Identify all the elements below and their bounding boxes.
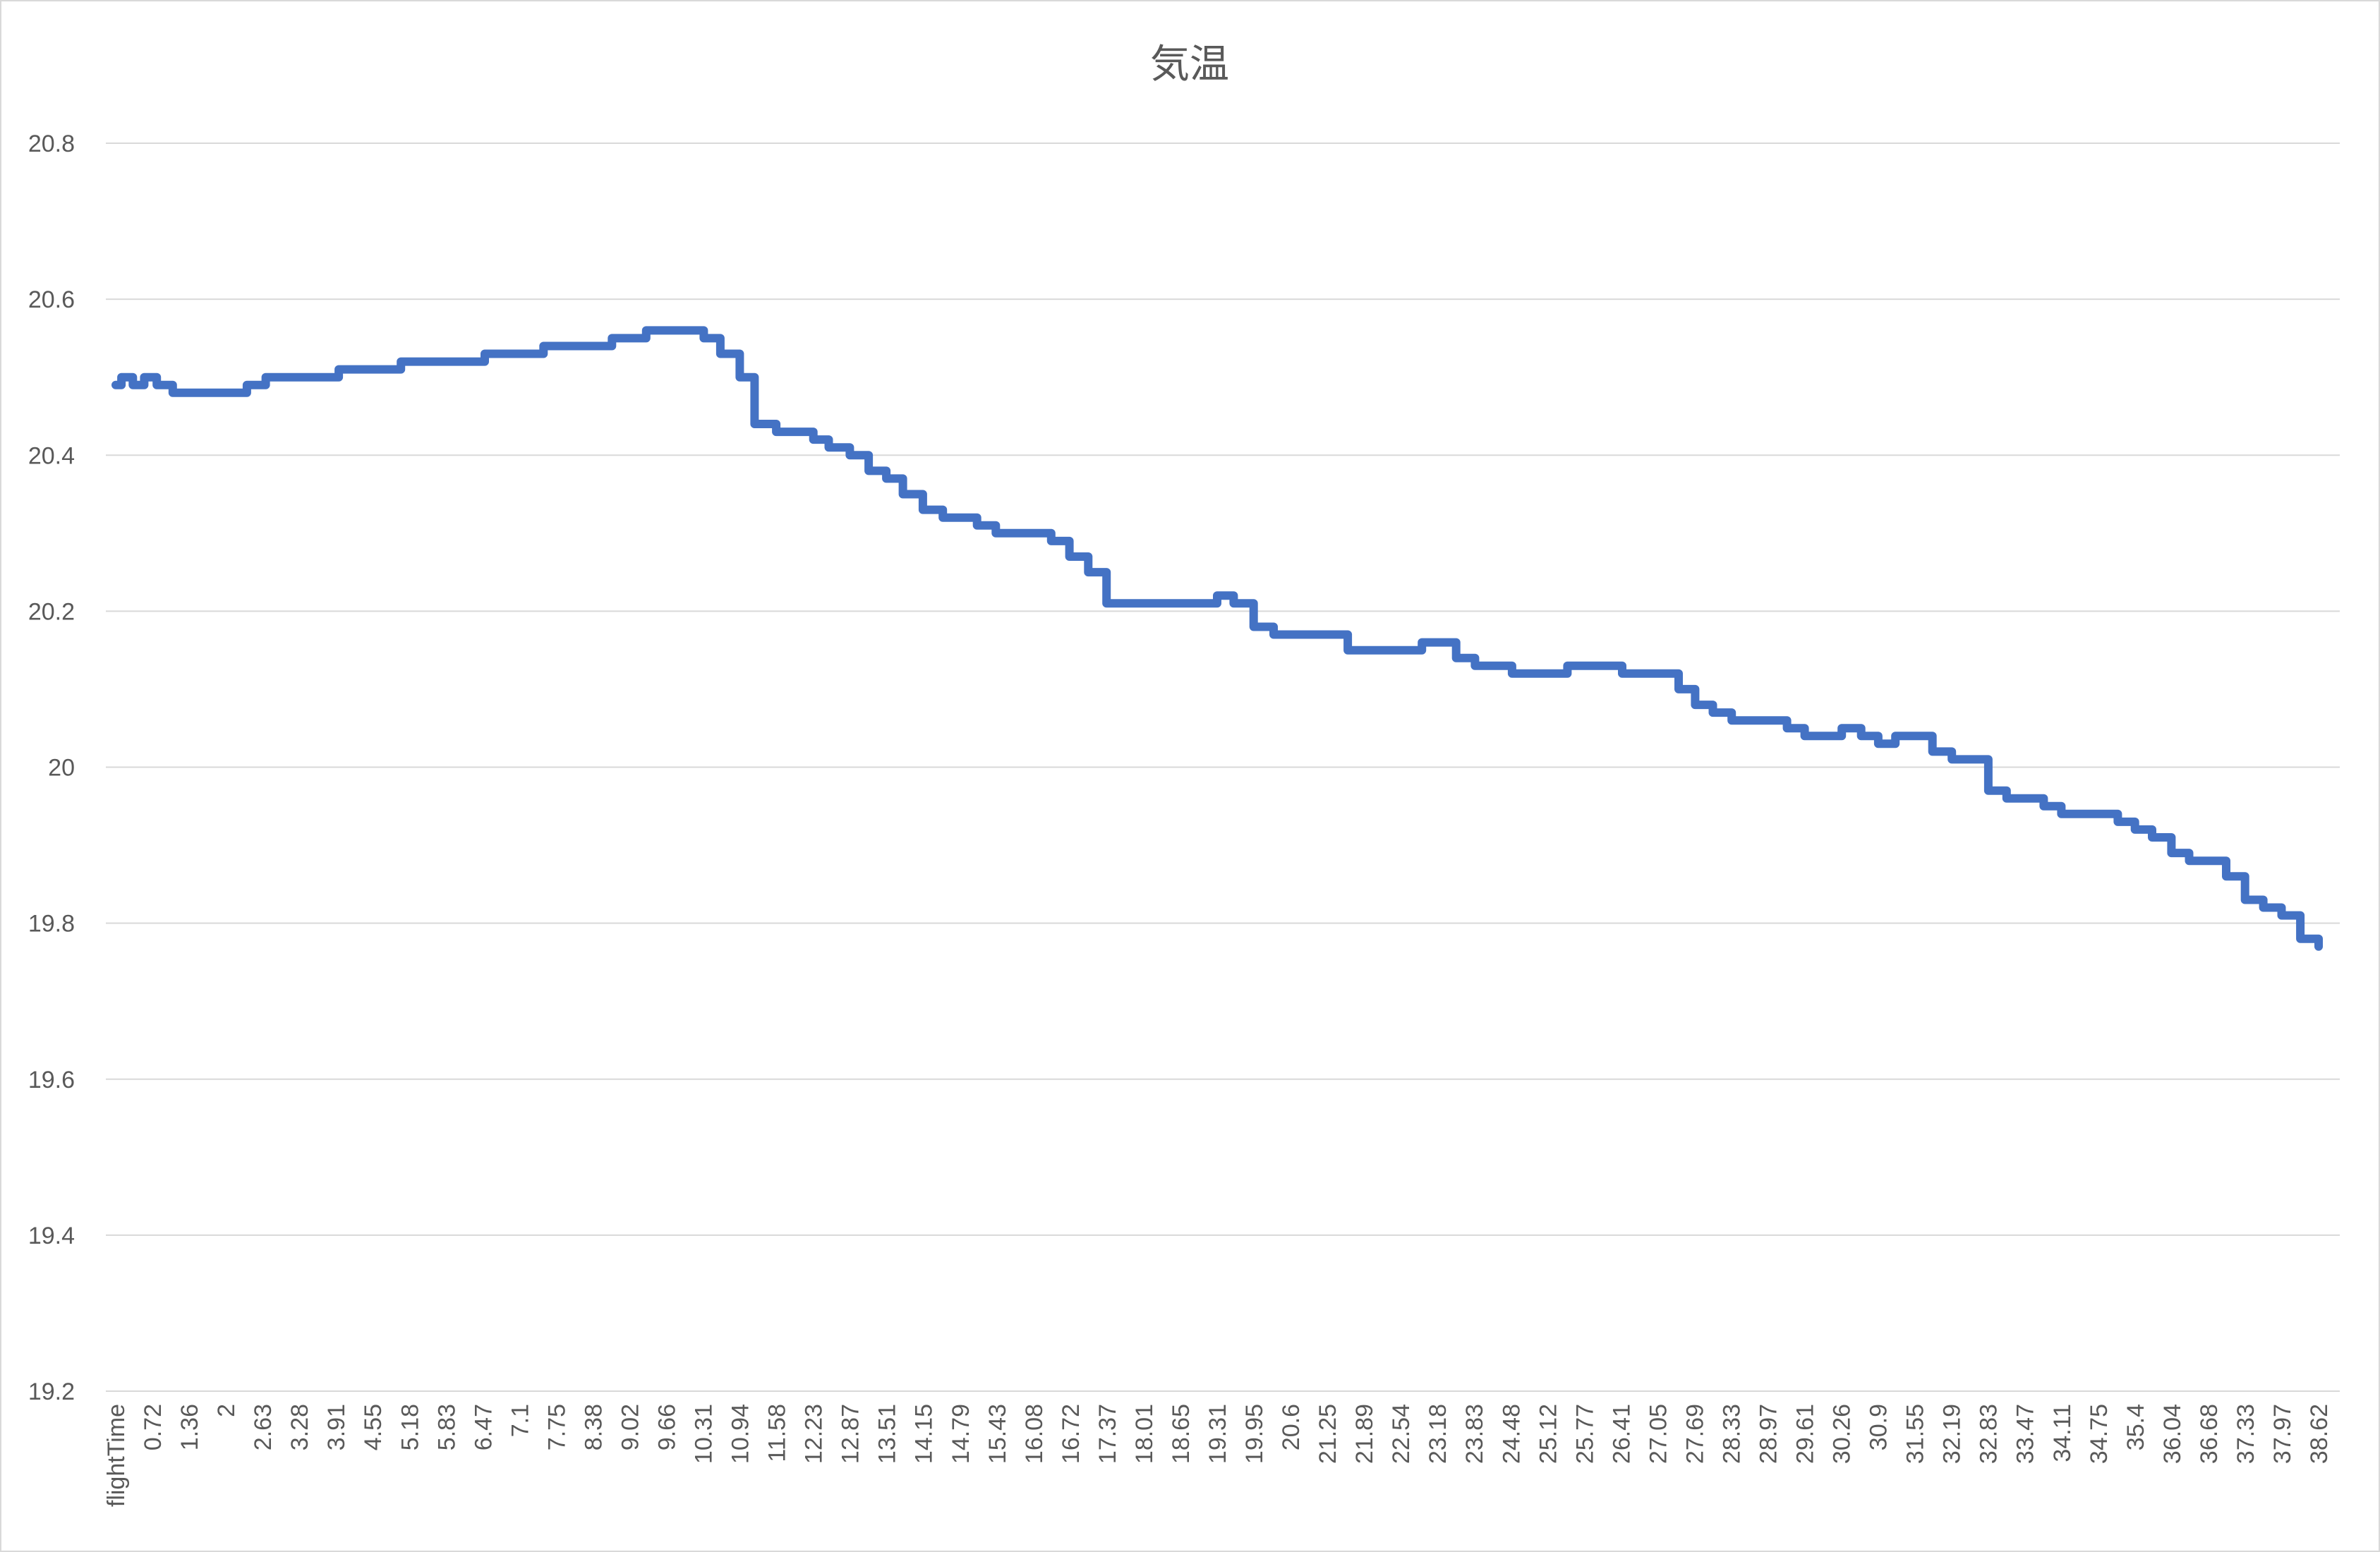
chart-title: 気温 bbox=[1150, 42, 1229, 86]
y-tick-label: 20.4 bbox=[28, 442, 75, 469]
x-tick-label: 2 bbox=[213, 1404, 240, 1417]
x-tick-label: 27.69 bbox=[1681, 1404, 1708, 1464]
x-tick-label: 0.72 bbox=[140, 1404, 167, 1450]
x-tick-label: 19.95 bbox=[1241, 1404, 1268, 1464]
x-tick-label: 16.08 bbox=[1021, 1404, 1048, 1464]
x-tick-label: 16.72 bbox=[1058, 1404, 1085, 1464]
x-tick-label: 25.77 bbox=[1571, 1404, 1598, 1464]
x-tick-label: 34.75 bbox=[2086, 1404, 2113, 1464]
x-tick-label: 28.97 bbox=[1756, 1404, 1782, 1464]
series-line bbox=[111, 326, 2323, 951]
x-tick-label: 3.91 bbox=[323, 1404, 350, 1450]
x-tick-label: 13.51 bbox=[874, 1404, 901, 1464]
y-tick-label: 20.8 bbox=[28, 131, 75, 157]
x-tick-label: 38.62 bbox=[2306, 1404, 2333, 1464]
x-tick-label: 9.66 bbox=[654, 1404, 681, 1450]
x-tick-label: 34.11 bbox=[2049, 1404, 2076, 1462]
x-tick-label: 3.28 bbox=[286, 1404, 313, 1450]
gridlines bbox=[106, 143, 2340, 1392]
x-tick-label: 4.55 bbox=[360, 1404, 387, 1450]
x-tick-label: 36.68 bbox=[2196, 1404, 2223, 1464]
y-tick-label: 20 bbox=[48, 755, 75, 782]
x-tick-label: 33.47 bbox=[2012, 1404, 2039, 1464]
x-tick-label: 26.41 bbox=[1608, 1404, 1635, 1464]
x-tick-label: 1.36 bbox=[176, 1404, 203, 1450]
x-tick-label: 35.4 bbox=[2122, 1404, 2149, 1450]
x-tick-label: flightTime bbox=[103, 1404, 130, 1507]
x-tick-label: 22.54 bbox=[1388, 1404, 1415, 1464]
x-tick-label: 37.97 bbox=[2269, 1404, 2296, 1464]
x-tick-label: 28.33 bbox=[1718, 1404, 1745, 1464]
x-tick-label: 32.83 bbox=[1976, 1404, 2003, 1464]
x-tick-label: 12.23 bbox=[801, 1404, 828, 1464]
y-tick-label: 19.4 bbox=[28, 1223, 75, 1249]
x-tick-label: 15.43 bbox=[984, 1404, 1011, 1464]
x-tick-label: 6.47 bbox=[470, 1404, 497, 1450]
x-axis-tick-labels: flightTime 0.72 1.36 2 2.63 3.28 3.91 4.55 5.18 5… bbox=[103, 1404, 2333, 1507]
x-tick-label: 19.31 bbox=[1204, 1404, 1231, 1464]
x-tick-label: 31.55 bbox=[1902, 1404, 1929, 1464]
x-tick-label: 7.1 bbox=[507, 1404, 533, 1437]
y-tick-label: 19.2 bbox=[28, 1378, 75, 1405]
x-tick-label: 23.18 bbox=[1425, 1404, 1451, 1464]
y-tick-label: 19.8 bbox=[28, 911, 75, 938]
x-tick-label: 9.02 bbox=[617, 1404, 644, 1450]
x-tick-label: 29.61 bbox=[1792, 1404, 1819, 1464]
x-tick-label: 21.25 bbox=[1315, 1404, 1341, 1464]
x-tick-label: 20.6 bbox=[1278, 1404, 1305, 1450]
x-tick-label: 18.01 bbox=[1131, 1404, 1158, 1464]
x-tick-label: 24.48 bbox=[1498, 1404, 1525, 1464]
y-tick-label: 20.2 bbox=[28, 598, 75, 625]
y-tick-label: 20.6 bbox=[28, 286, 75, 313]
x-tick-label: 8.38 bbox=[580, 1404, 607, 1450]
x-tick-label: 27.05 bbox=[1645, 1404, 1672, 1464]
series-layer bbox=[111, 326, 2323, 951]
x-tick-label: 23.83 bbox=[1461, 1404, 1488, 1464]
x-tick-label: 14.15 bbox=[911, 1404, 938, 1464]
x-tick-label: 10.31 bbox=[691, 1404, 718, 1464]
x-tick-label: 18.65 bbox=[1168, 1404, 1195, 1464]
x-tick-label: 25.12 bbox=[1535, 1404, 1562, 1464]
x-tick-label: 2.63 bbox=[250, 1404, 277, 1450]
x-tick-label: 14.79 bbox=[948, 1404, 974, 1464]
x-tick-label: 12.87 bbox=[838, 1404, 864, 1464]
x-tick-label: 36.04 bbox=[2159, 1404, 2186, 1464]
x-tick-label: 10.94 bbox=[727, 1404, 754, 1464]
x-tick-label: 37.33 bbox=[2233, 1404, 2259, 1464]
x-tick-label: 5.18 bbox=[397, 1404, 423, 1450]
x-tick-label: 11.58 bbox=[764, 1404, 791, 1462]
x-tick-label: 32.19 bbox=[1939, 1404, 1966, 1464]
y-tick-label: 19.6 bbox=[28, 1067, 75, 1093]
x-tick-label: 30.26 bbox=[1829, 1404, 1856, 1464]
x-tick-label: 30.9 bbox=[1866, 1404, 1892, 1450]
x-tick-label: 5.83 bbox=[433, 1404, 460, 1450]
x-tick-label: 17.37 bbox=[1094, 1404, 1121, 1464]
x-tick-label: 7.75 bbox=[543, 1404, 570, 1450]
y-axis-tick-labels: 20.8 20.6 20.4 20.2 20 19.8 19.6 19.4 19.2 bbox=[28, 131, 75, 1405]
x-tick-label: 21.89 bbox=[1351, 1404, 1378, 1464]
